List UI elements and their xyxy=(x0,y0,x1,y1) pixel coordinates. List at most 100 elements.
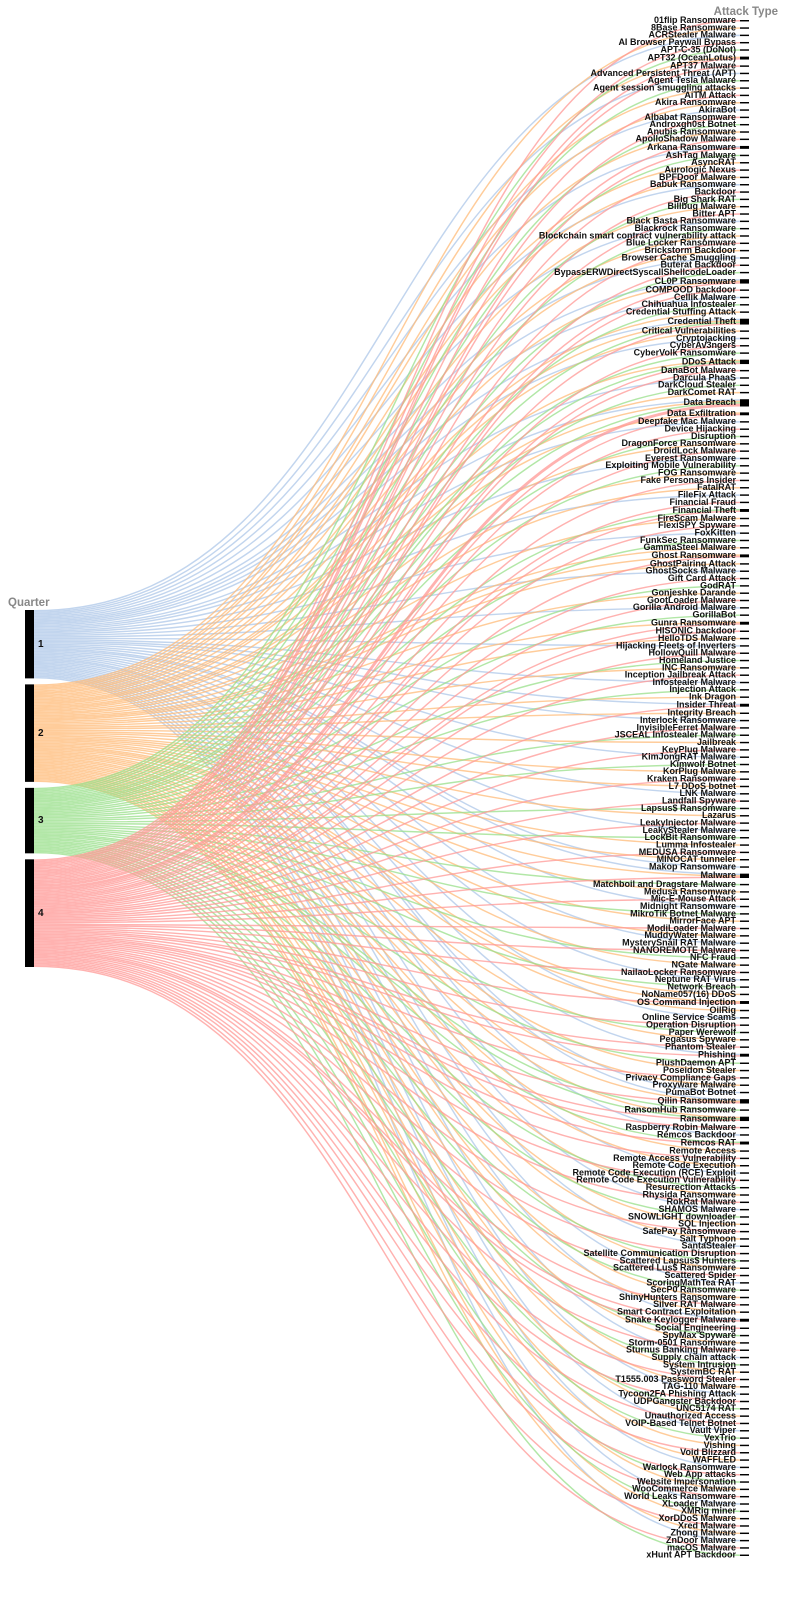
attack-label: OS Command Injection xyxy=(637,997,736,1007)
link xyxy=(33,428,741,893)
attack-node xyxy=(740,1378,749,1381)
quarter-node xyxy=(25,859,34,967)
attack-label: Kraken Ransomware xyxy=(647,774,736,784)
attack-label: Remote Code Execution (RCE) Exploit xyxy=(572,1167,736,1177)
attack-label: AsyncRAT xyxy=(691,157,736,167)
attack-node xyxy=(740,807,749,810)
attack-node xyxy=(740,145,749,149)
attack-label: Midnight Ransomware xyxy=(640,901,736,911)
attack-node xyxy=(740,1430,749,1432)
quarter-node xyxy=(25,684,34,782)
link xyxy=(33,41,741,863)
attack-node xyxy=(740,913,749,915)
dimension-label: Attack Type xyxy=(714,6,778,18)
attack-node xyxy=(740,927,749,930)
attack-label: Pegasus Spyware xyxy=(659,1034,736,1044)
attack-label: SantaStealer xyxy=(681,1241,736,1251)
quarter-node xyxy=(25,610,34,679)
attack-node xyxy=(740,457,749,460)
attack-label: Xred Malware xyxy=(678,1520,736,1530)
attack-label: Device Hijacking xyxy=(664,424,736,434)
link xyxy=(33,487,741,715)
attack-node xyxy=(740,41,749,44)
attack-node xyxy=(740,49,749,51)
attack-node xyxy=(740,1116,749,1122)
attack-node xyxy=(740,56,749,60)
attack-label: Blue Locker Ransomware xyxy=(626,238,736,248)
link xyxy=(33,939,741,1145)
attack-node xyxy=(740,883,749,886)
attack-label: Smart Contract Exploitation xyxy=(617,1307,736,1317)
attack-label: GorillaBot xyxy=(692,610,736,620)
attack-label: Billbug Malware xyxy=(667,201,736,211)
attack-label: Financial Fraud xyxy=(669,497,736,507)
link xyxy=(33,940,741,1160)
link xyxy=(33,652,741,909)
link xyxy=(33,689,741,819)
attack-node xyxy=(740,27,749,29)
attack-node xyxy=(740,621,749,625)
attack-node xyxy=(740,1223,749,1226)
link xyxy=(33,321,741,801)
attack-node xyxy=(740,1252,749,1255)
link xyxy=(33,727,741,914)
attack-node xyxy=(740,1554,749,1556)
attack-label: Cryptojacking xyxy=(676,333,736,343)
attack-label: Proxyware Malware xyxy=(652,1080,736,1090)
link xyxy=(33,592,741,723)
attack-label: macOS Malware xyxy=(667,1542,736,1552)
link xyxy=(33,647,741,868)
attack-label: DanaBot Malware xyxy=(661,365,736,375)
link xyxy=(33,705,741,912)
attack-label: SafePay Ransomware xyxy=(642,1226,736,1236)
attack-node xyxy=(740,822,749,824)
attack-node xyxy=(740,359,749,365)
attack-label: HISONIC backdoor xyxy=(655,626,736,636)
attack-node xyxy=(740,1201,749,1204)
link xyxy=(33,198,741,796)
attack-label: Remcos Backdoor xyxy=(657,1129,737,1139)
attack-node xyxy=(740,169,749,171)
link xyxy=(33,472,741,714)
attack-node xyxy=(740,1334,749,1337)
attack-label: Unauthorized Access xyxy=(645,1411,736,1421)
attack-node xyxy=(740,220,749,223)
link xyxy=(33,282,741,880)
attack-node xyxy=(740,421,749,423)
link xyxy=(33,734,741,820)
attack-label: HollowQuill Malware xyxy=(648,648,736,658)
link xyxy=(33,732,741,788)
link xyxy=(33,399,741,629)
link xyxy=(33,123,741,793)
attack-node xyxy=(740,311,749,313)
attack-node xyxy=(740,1109,749,1111)
link xyxy=(33,49,741,790)
attack-label: Salt Typhoon xyxy=(680,1233,736,1243)
attack-node xyxy=(740,532,749,534)
attack-label: MirrorFace APT xyxy=(669,916,736,926)
attack-node xyxy=(740,227,749,230)
attack-node xyxy=(740,1157,749,1160)
attack-label: GhostSocks Malware xyxy=(645,566,736,576)
link xyxy=(33,837,741,1189)
quarter-node xyxy=(25,787,34,854)
attack-label: SQL Injection xyxy=(678,1219,736,1229)
attack-node xyxy=(740,94,749,97)
attack-label: CyberVolk Ransomware xyxy=(634,347,736,357)
attack-label: 01flip Ransomware xyxy=(654,15,736,25)
attack-node xyxy=(740,986,749,988)
attack-label: Makop Ransomware xyxy=(649,861,736,871)
attack-label: Credential Theft xyxy=(667,316,736,326)
attack-label: TAG-110 Malware xyxy=(662,1381,736,1391)
link xyxy=(33,746,741,1003)
link xyxy=(33,930,741,1048)
quarter-label: 3 xyxy=(38,815,44,826)
attack-label: XMRig miner xyxy=(681,1506,737,1516)
attack-node xyxy=(740,412,749,416)
attack-node xyxy=(740,1444,749,1447)
attack-label: PumaBot Botnet xyxy=(666,1087,737,1097)
attack-label: Scattered Lapsus$ Hunters xyxy=(619,1255,736,1265)
link xyxy=(33,958,741,1425)
attack-node xyxy=(740,525,749,527)
attack-node xyxy=(740,138,749,141)
